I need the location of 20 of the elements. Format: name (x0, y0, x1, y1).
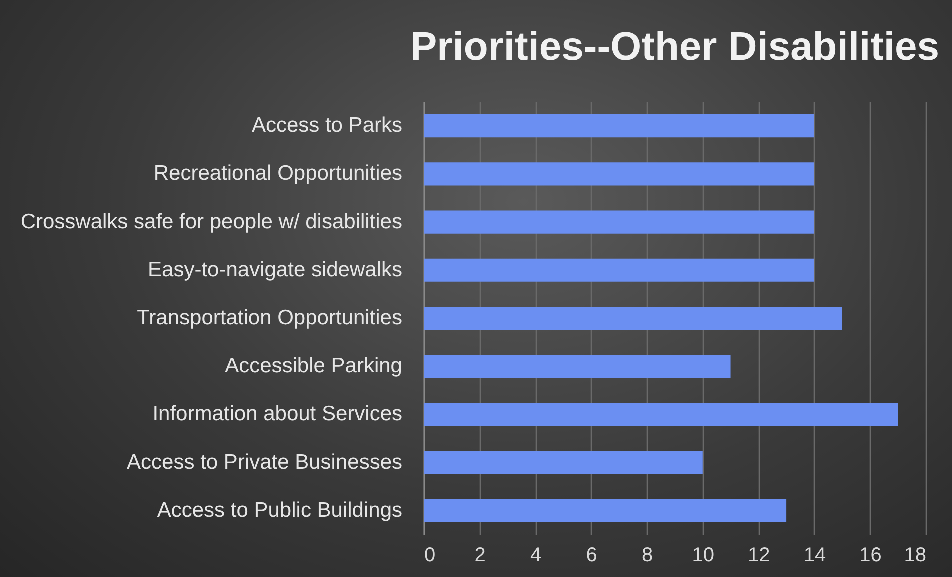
x-tick-label: 10 (692, 544, 715, 566)
chart-title: Priorities--Other Disabilities (410, 25, 940, 69)
y-tick-label: Recreational Opportunities (154, 162, 402, 186)
y-tick-label: Information about Services (152, 402, 402, 426)
x-tick-label: 14 (804, 544, 826, 566)
y-tick-label: Access to Public Buildings (157, 498, 402, 522)
x-tick-label: 18 (904, 544, 926, 566)
x-tick-label: 2 (474, 544, 486, 566)
y-tick-label: Access to Private Businesses (127, 450, 402, 474)
y-tick-label: Transportation Opportunities (137, 306, 402, 330)
x-tick-label: 0 (424, 544, 436, 566)
y-tick-label: Accessible Parking (225, 354, 402, 378)
x-tick-label: 12 (748, 544, 770, 566)
x-tick-label: 6 (586, 544, 598, 566)
x-tick-label: 8 (642, 544, 654, 566)
x-tick-label: 4 (530, 544, 542, 566)
y-tick-label: Access to Parks (252, 114, 402, 138)
x-tick-label: 16 (860, 544, 882, 566)
y-tick-label: Easy-to-navigate sidewalks (148, 258, 402, 282)
y-tick-label: Crosswalks safe for people w/ disabilities (20, 210, 402, 234)
